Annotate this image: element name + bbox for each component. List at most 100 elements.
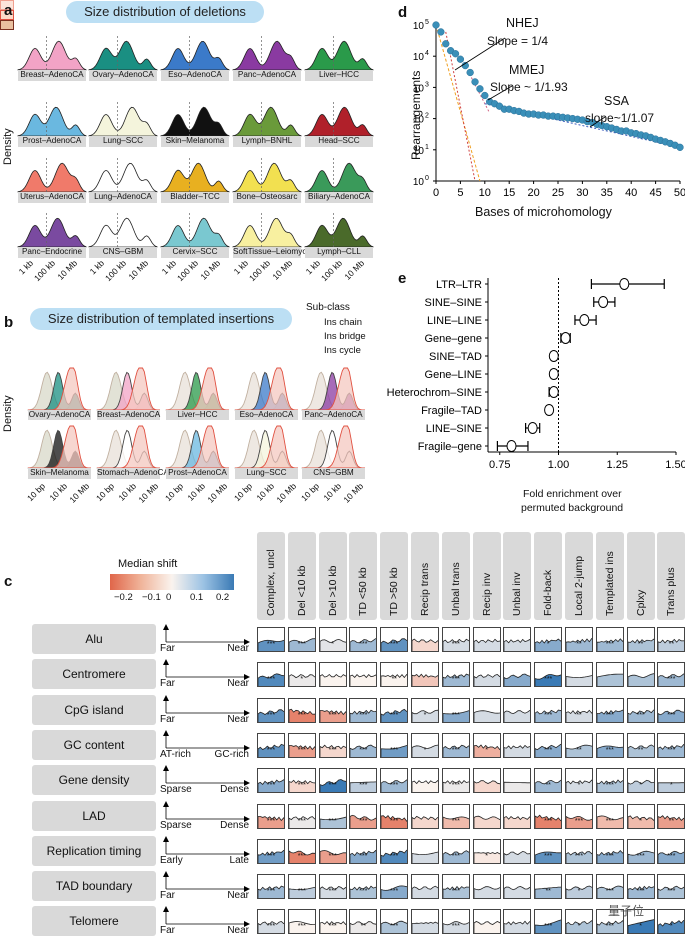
cancer-strip <box>233 192 301 203</box>
shift-cell: * <box>657 768 685 794</box>
e-row-label: Heterochrom–SINE <box>387 387 482 399</box>
significance-stars: *** <box>390 746 399 754</box>
panel-b-legend: Ins chain Ins bridge Ins cycle <box>0 0 685 356</box>
shift-density <box>412 709 438 722</box>
significance-stars: *** <box>266 782 276 790</box>
axis-left-label: Far <box>160 643 175 654</box>
shift-density <box>596 885 623 899</box>
panel-a-title: Size distribution of deletions <box>66 1 264 23</box>
shift-density <box>350 849 377 863</box>
legend-swatch-2 <box>0 20 14 30</box>
shift-curve <box>350 885 377 899</box>
shift-cell: *** <box>441 627 470 652</box>
shift-cell: *** <box>380 627 409 652</box>
shift-cell: *** <box>657 662 685 688</box>
panel-a-label: a <box>4 2 13 19</box>
shift-density <box>319 849 346 863</box>
significance-stars: *** <box>667 746 676 754</box>
shift-density <box>381 885 408 899</box>
significance-stars: ** <box>545 782 551 790</box>
column-header: Cplxy <box>626 532 655 620</box>
insertion-density-plot <box>234 420 299 469</box>
mmej-fit-line <box>459 55 491 114</box>
shift-curve <box>412 673 438 687</box>
shift-density <box>473 744 500 757</box>
shift-cell: *** <box>595 874 624 900</box>
shift-curve <box>288 779 315 793</box>
nhej-fit-line-2 <box>445 31 476 182</box>
microhomology-point <box>446 47 455 55</box>
significance-stars: *** <box>359 782 368 790</box>
shift-curve <box>627 885 654 899</box>
shift-cell: *** <box>318 874 347 900</box>
shift-density <box>473 709 500 722</box>
shift-cell: * <box>472 838 501 864</box>
shift-curve <box>412 780 438 793</box>
shift-curve <box>535 779 562 793</box>
shift-cell: *** <box>380 803 409 829</box>
feature-axis-arrow <box>163 659 250 681</box>
cancer-label: Ovary–AdenoCA <box>92 70 154 79</box>
significance-stars: ** <box>391 676 397 684</box>
shift-curve <box>596 745 623 757</box>
shift-curve <box>350 744 377 757</box>
shift-curve <box>504 709 531 722</box>
shift-density <box>566 744 592 757</box>
shift-cell: *** <box>349 627 378 652</box>
shift-curve <box>535 674 562 687</box>
median-shift-tick: −0.1 <box>142 592 161 603</box>
significance-stars: ** <box>576 711 582 719</box>
column-header: Del <10 kb <box>287 532 316 620</box>
median-shift-tick: 0 <box>166 592 172 603</box>
legend-label-0: Ins chain <box>324 317 363 328</box>
axis-left-label: AT-rich <box>160 748 191 760</box>
microhomology-point <box>627 129 635 137</box>
panel-d-xlabel: Bases of microhomology <box>475 205 612 219</box>
shift-cell: * <box>318 627 347 652</box>
shift-curve <box>566 675 592 687</box>
axis-right-label: Near <box>227 890 249 902</box>
significance-stars: *** <box>297 641 306 648</box>
median-shift-tick: −0.2 <box>114 592 133 603</box>
shift-cell: ** <box>657 803 685 829</box>
significance-stars: *** <box>636 852 645 860</box>
cancer-strip <box>161 192 229 203</box>
shift-curve <box>350 781 377 793</box>
shift-cell: *** <box>626 874 655 900</box>
shift-cell: * <box>657 909 685 935</box>
significance-stars: ** <box>668 817 675 825</box>
shift-density <box>258 639 284 651</box>
cancer-strip <box>89 247 157 258</box>
shift-curve <box>412 744 438 757</box>
significance-stars: *** <box>605 782 614 790</box>
panel-b-legend-title: Sub-class <box>306 302 350 313</box>
shift-curve <box>566 637 592 651</box>
shift-density <box>504 673 531 687</box>
significance-stars: *** <box>451 641 460 648</box>
cancer-label: CNS–GBM <box>313 468 354 477</box>
cancer-label: Ovary–AdenoCA <box>28 410 91 419</box>
axis-arrowhead-up <box>163 694 169 701</box>
significance-stars: *** <box>544 676 553 684</box>
shift-curve <box>473 709 500 722</box>
shift-cell: *** <box>349 697 378 723</box>
shift-density <box>658 709 685 722</box>
shift-density <box>319 886 346 899</box>
insertion-density-plot <box>165 362 230 411</box>
column-header-label: Recip trans <box>419 562 431 616</box>
microhomology-point <box>559 113 567 121</box>
feature-axis-arrow <box>163 765 250 787</box>
microhomology-point <box>495 102 504 110</box>
axis-arrowhead-up <box>163 659 169 666</box>
shift-curve <box>350 638 377 651</box>
shift-density <box>535 814 562 828</box>
axis-right-label: Late <box>229 854 249 866</box>
shift-curve <box>504 815 531 828</box>
shift-cell <box>472 627 501 652</box>
deletion-density-plot <box>160 158 230 193</box>
deletion-density-plot <box>17 102 87 137</box>
shift-curve <box>442 885 469 899</box>
microhomology-point <box>676 143 684 151</box>
cancer-label: Lymph–CLL <box>317 247 361 256</box>
shift-curve <box>504 921 531 934</box>
